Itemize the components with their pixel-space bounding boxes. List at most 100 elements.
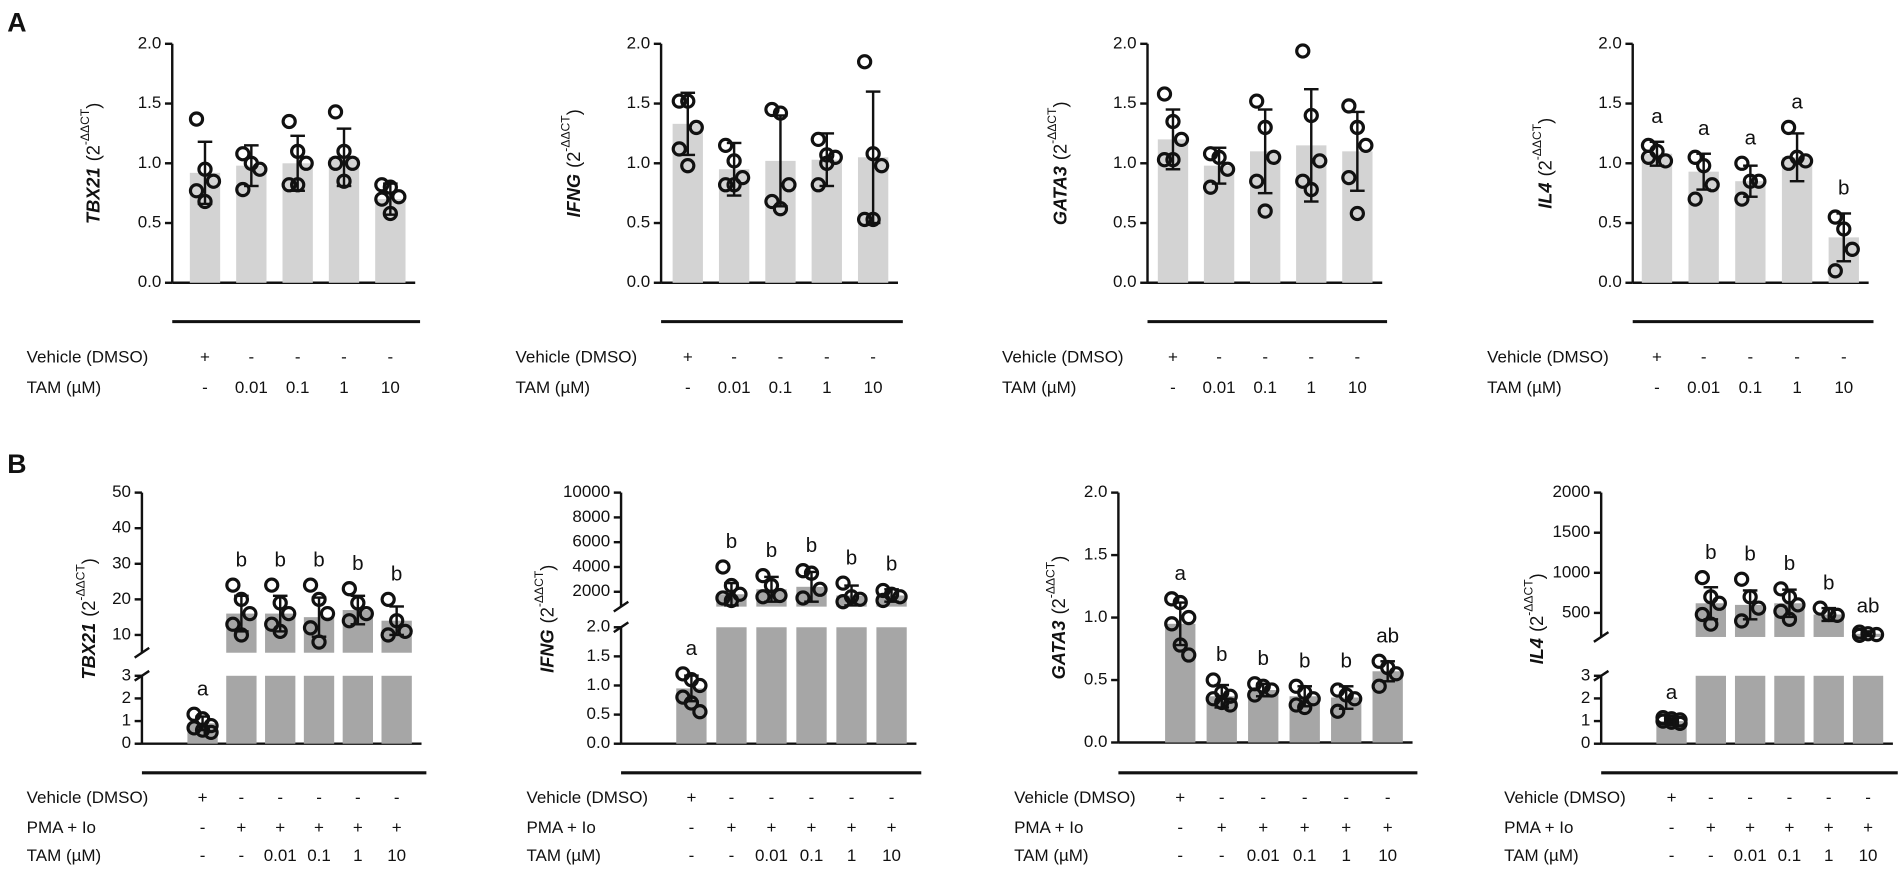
condition-label: PMA + Io [526, 818, 595, 837]
data-point [692, 677, 708, 694]
unit-exponent: -ΔΔCT [532, 570, 546, 607]
data-point [1164, 591, 1180, 607]
data-point [1388, 666, 1404, 682]
data-point [1214, 694, 1230, 711]
significance-letter: b [313, 548, 324, 571]
bar-base [1774, 675, 1805, 744]
data-point [1640, 149, 1657, 165]
y-tick-label: 0.0 [587, 733, 611, 752]
condition-value: - [1701, 347, 1707, 366]
significance-letter: a [197, 677, 209, 700]
data-point [233, 591, 250, 608]
y-tick-label: 0.0 [1598, 272, 1622, 291]
data-point [717, 177, 734, 193]
data-point [1790, 597, 1806, 613]
y-tick-label: 0.5 [1598, 213, 1622, 232]
condition-value: 0.1 [1778, 846, 1802, 865]
significance-letter: b [391, 563, 402, 586]
data-point [852, 591, 868, 607]
unit: ) [1535, 118, 1555, 124]
data-point [1288, 697, 1304, 713]
data-point [865, 146, 881, 162]
condition-value: + [847, 818, 857, 837]
data-point [692, 704, 708, 720]
axis-break [613, 600, 630, 613]
condition-value: - [824, 347, 830, 366]
data-point [350, 595, 366, 611]
data-point [272, 623, 288, 640]
data-point [1202, 179, 1219, 195]
axis-break [1593, 631, 1610, 643]
data-point [358, 605, 374, 622]
condition-label: TAM (µM) [1002, 378, 1077, 397]
condition-value: + [887, 818, 897, 837]
data-point [1751, 173, 1767, 189]
unit: ) [79, 558, 99, 564]
data-point [1341, 169, 1357, 186]
condition-value: 1 [1824, 846, 1833, 865]
data-point [281, 113, 297, 130]
bar-base [756, 627, 787, 744]
y-tick-label: 8000 [572, 507, 610, 526]
significance-letter: b [766, 539, 777, 562]
condition-value: - [1260, 788, 1266, 807]
bar-base [796, 627, 827, 744]
data-point [1295, 173, 1311, 189]
y-tick-label: 2.0 [1598, 33, 1622, 52]
data-point [1164, 616, 1180, 632]
data-point [1694, 606, 1710, 623]
unit: (2 [537, 607, 557, 623]
data-point [374, 191, 390, 207]
y-tick-label: 500 [1562, 602, 1590, 621]
data-point [197, 161, 213, 177]
data-point [856, 211, 873, 228]
significance-letter: b [1257, 647, 1268, 670]
unit: ) [564, 109, 584, 115]
condition-value: - [1170, 378, 1176, 397]
condition-value: - [1177, 846, 1183, 865]
significance-letter: b [806, 534, 817, 557]
data-point [819, 147, 835, 163]
condition-value: - [1355, 347, 1361, 366]
y-tick-label: 1.5 [138, 93, 162, 112]
data-point [781, 177, 797, 193]
data-point [1303, 181, 1319, 198]
data-point [1696, 158, 1712, 174]
y-tick-label: 2 [1581, 688, 1590, 707]
condition-value: 1 [353, 846, 362, 865]
data-point [327, 155, 344, 171]
condition-label: PMA + Io [1014, 818, 1083, 837]
data-point [1371, 678, 1387, 694]
bar-base [265, 675, 296, 744]
y-tick-label: 10 [112, 624, 131, 643]
condition-value: 0.1 [307, 846, 331, 865]
y-tick-label: 30 [112, 553, 131, 572]
condition-value: 0.1 [1293, 846, 1317, 865]
data-point [1780, 119, 1797, 136]
significance-letter: a [1666, 681, 1678, 704]
data-point [755, 589, 771, 605]
significance-letter: b [1823, 571, 1834, 594]
panel-label: A [7, 7, 26, 37]
condition-value: - [239, 788, 245, 807]
condition-value: - [355, 788, 361, 807]
data-point [391, 189, 407, 205]
significance-letter: a [1175, 562, 1187, 585]
bar-base [381, 675, 412, 744]
y-tick-label: 0.5 [1084, 670, 1108, 689]
data-point [671, 141, 687, 157]
y-tick-label: 0.5 [587, 704, 611, 723]
condition-value: - [1787, 788, 1793, 807]
condition-value: - [1748, 347, 1754, 366]
axis-break [133, 646, 150, 659]
data-point [1172, 594, 1188, 611]
data-point [302, 577, 319, 593]
condition-value: 0.01 [755, 846, 788, 865]
bar-base [716, 627, 747, 744]
data-point [812, 581, 828, 597]
condition-value: - [1708, 788, 1714, 807]
data-point [1305, 691, 1321, 707]
condition-label: TAM (µM) [27, 846, 101, 865]
significance-letter: b [1216, 643, 1227, 666]
